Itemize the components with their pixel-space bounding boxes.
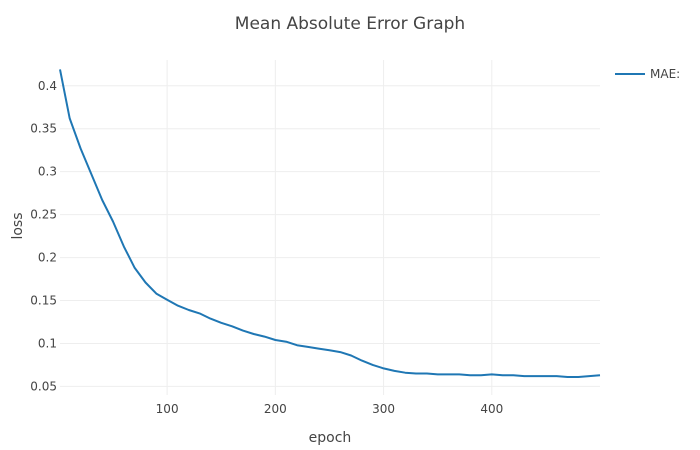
chart-title: Mean Absolute Error Graph	[235, 14, 465, 34]
y-tick-label: 0.4	[38, 79, 57, 93]
x-tick-label: 100	[156, 402, 179, 416]
y-axis-label: loss	[10, 212, 26, 239]
y-tick-label: 0.1	[38, 336, 57, 350]
x-axis-ticks: 100 200 300 400	[156, 402, 504, 416]
y-tick-label: 0.15	[30, 294, 57, 308]
x-axis-label: epoch	[309, 430, 352, 446]
legend[interactable]: MAE:	[615, 67, 680, 81]
y-tick-label: 0.3	[38, 165, 57, 179]
y-tick-label: 0.05	[30, 379, 57, 393]
y-tick-label: 0.2	[38, 251, 57, 265]
y-tick-label: 0.25	[30, 208, 57, 222]
x-tick-label: 200	[264, 402, 287, 416]
y-axis-ticks: 0.05 0.1 0.15 0.2 0.25 0.3 0.35 0.4	[30, 79, 57, 394]
legend-label-mae: MAE:	[650, 67, 680, 81]
x-tick-label: 400	[480, 402, 503, 416]
series-layer	[59, 69, 601, 378]
series-line-mae[interactable]	[59, 69, 601, 378]
y-tick-label: 0.35	[30, 122, 57, 136]
gridlines	[60, 60, 600, 395]
x-tick-label: 300	[372, 402, 395, 416]
